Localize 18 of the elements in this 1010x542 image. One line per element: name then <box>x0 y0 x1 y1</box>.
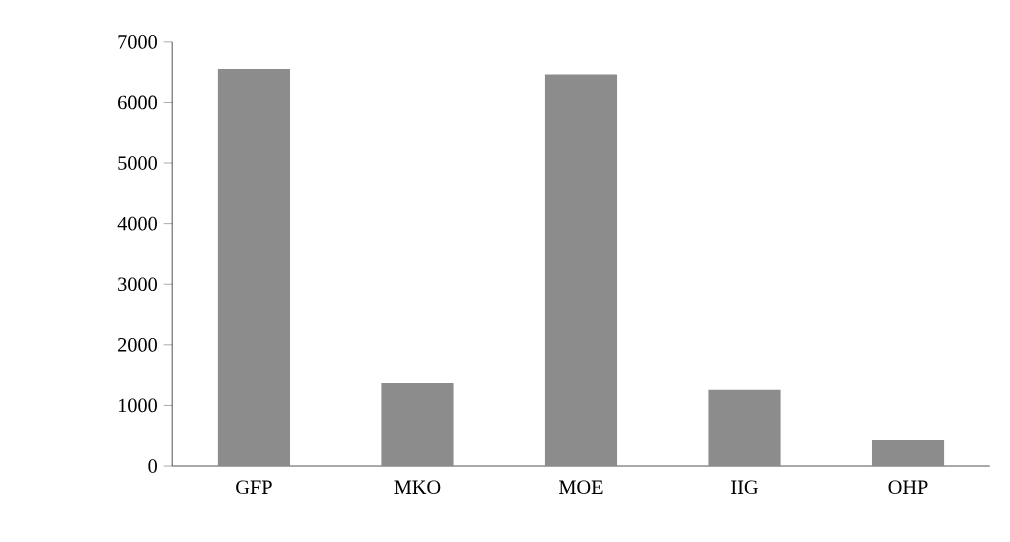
y-tick-label: 4000 <box>117 216 157 231</box>
y-tick-label: 7000 <box>118 35 157 49</box>
bar <box>381 383 454 467</box>
x-tick-label: OHP <box>888 480 928 495</box>
bar <box>708 389 781 467</box>
x-tick-label: GFP <box>236 480 272 495</box>
bar <box>217 69 291 467</box>
bar <box>871 439 945 467</box>
y-tick-label: 1000 <box>118 398 157 413</box>
y-tick-label: 5000 <box>118 156 157 170</box>
bar <box>544 74 618 467</box>
y-tick-label: 0 <box>148 459 157 473</box>
x-tick-label: MOE <box>559 480 603 495</box>
y-tick-label: 6000 <box>118 95 157 110</box>
x-tick-label: MKO <box>394 480 441 495</box>
y-tick-label: 3000 <box>118 277 157 292</box>
x-tick-label: IIG <box>731 480 758 495</box>
y-tick-label: 2000 <box>118 337 157 352</box>
